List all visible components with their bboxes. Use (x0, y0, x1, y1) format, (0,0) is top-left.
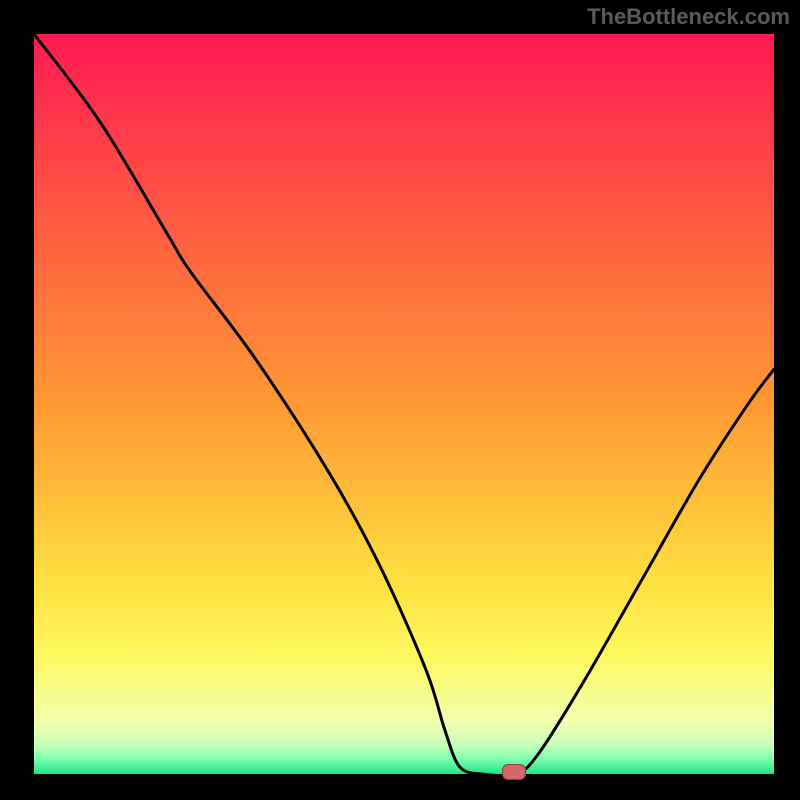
current-config-marker (502, 764, 526, 780)
watermark-label: TheBottleneck.com (587, 4, 790, 30)
bottleneck-curve (34, 34, 774, 774)
bottleneck-chart (34, 34, 774, 774)
